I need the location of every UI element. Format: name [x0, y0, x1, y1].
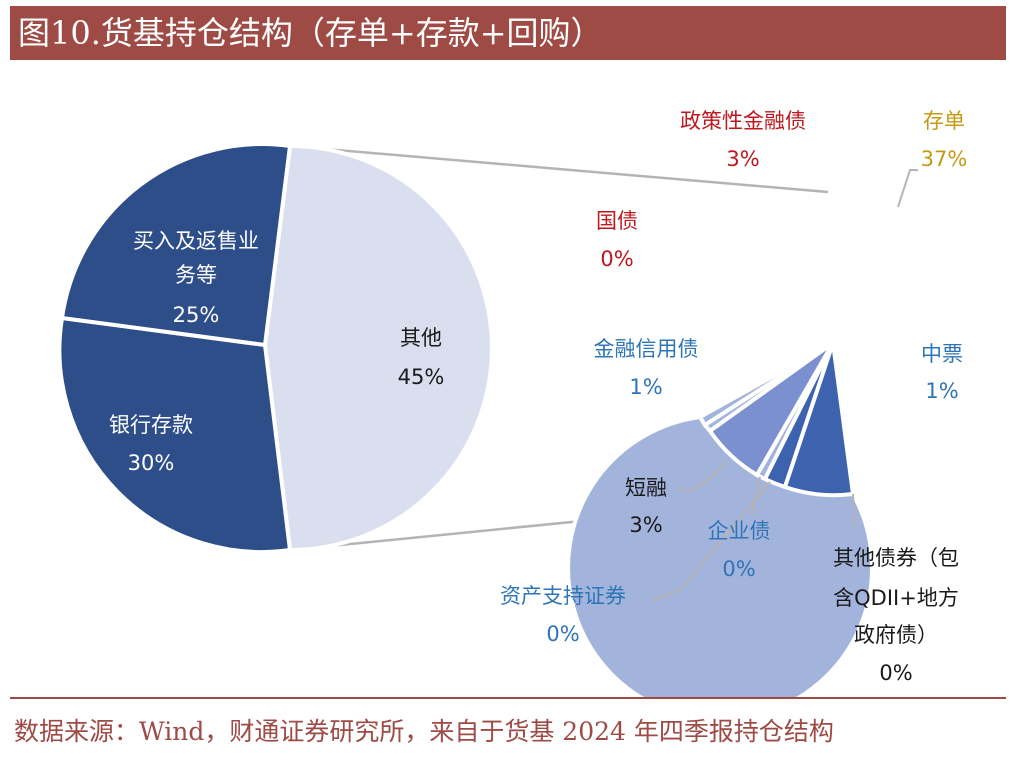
left-pie: [57, 142, 494, 554]
label-other-bonds-line3: 政府债）: [854, 623, 938, 647]
label-financial-credit: 金融信用债: [594, 337, 699, 361]
label-abs-value: 0%: [546, 622, 579, 646]
label-reverse-repo-line1: 买入及返售业: [133, 229, 259, 253]
label-treasury: 国债: [596, 209, 638, 233]
label-reverse-repo-line2: 务等: [175, 263, 217, 287]
slice-bank-deposit: [57, 315, 293, 554]
label-other: 其他: [400, 326, 442, 350]
label-abs: 资产支持证券: [500, 584, 626, 608]
pie-of-pie-chart: 买入及返售业 务等 25% 银行存款 30% 其他 45% 政策性金融债 3% …: [57, 109, 968, 697]
label-cd: 存单: [923, 109, 965, 133]
slice-other: [262, 143, 494, 553]
connector-line-top: [289, 144, 829, 194]
label-corporate: 企业债: [708, 519, 771, 543]
label-short-term-value: 3%: [629, 513, 662, 537]
leader-corporate: [751, 476, 761, 516]
label-reverse-repo-value: 25%: [173, 303, 220, 327]
label-mtn-value: 1%: [925, 379, 958, 403]
label-mtn: 中票: [921, 342, 963, 366]
leader-abs: [651, 481, 771, 601]
label-financial-credit-value: 1%: [629, 375, 662, 399]
label-short-term: 短融: [625, 476, 667, 500]
figure-title: 图10.货基持仓结构（存单+存款+回购）: [10, 6, 1006, 60]
leader-short-term: [676, 461, 729, 491]
leader-other-bonds: [852, 493, 856, 527]
label-bank-deposit-value: 30%: [128, 451, 175, 475]
leader-cd: [897, 169, 918, 208]
label-policy-bank-value: 3%: [726, 147, 759, 171]
source-note: 数据来源：Wind，财通证券研究所，来自于货基 2024 年四季报持仓结构: [14, 717, 834, 746]
label-other-bonds-line1: 其他债券（包: [833, 546, 959, 570]
label-cd-value: 37%: [921, 147, 968, 171]
label-other-bonds-value: 0%: [879, 661, 912, 685]
label-bank-deposit: 银行存款: [109, 413, 193, 437]
label-treasury-value: 0%: [600, 247, 633, 271]
right-pie: [566, 339, 874, 697]
label-policy-bank: 政策性金融债: [680, 109, 806, 133]
label-corporate-value: 0%: [722, 557, 755, 581]
slice-reverse-repo: [59, 142, 293, 348]
footer-divider: [10, 697, 1006, 699]
label-other-value: 45%: [398, 365, 445, 389]
label-other-bonds-line2: 含QDII+地方: [833, 586, 959, 610]
